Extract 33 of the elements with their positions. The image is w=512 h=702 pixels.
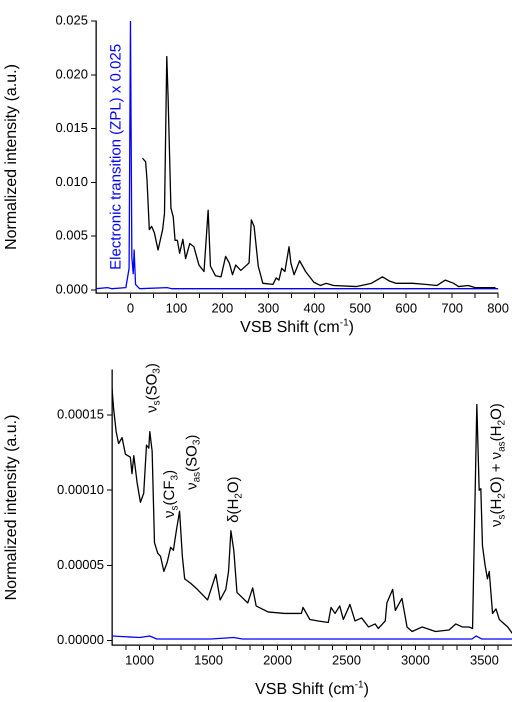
x-tick-label: 2000 [263,652,292,668]
y-axis-title: Normalized intensity (a.u.) [3,64,20,250]
x-tick-label: 200 [212,300,234,316]
y-tick-label: 0.015 [55,120,88,136]
x-tick-label: 3500 [470,652,499,668]
x-tick-label: 700 [441,300,464,316]
y-tick-label: 0.000 [55,281,88,296]
x-tick-label: 1500 [194,652,224,668]
x-tick-label: 600 [395,300,418,316]
x-tick-label: 0 [126,300,134,316]
annotation: νas(SO3) [184,434,203,490]
annotation: νs(SO3) [144,363,163,413]
y-tick-label: 0.00000 [57,632,104,648]
x-tick-label: 1000 [125,652,154,668]
x-tick-label: 3000 [400,652,430,668]
annotation: δ(H2O) [225,476,244,523]
y-tick-label: 0.00005 [57,556,104,572]
y-axis-title: Normalized intensity (a.u.) [3,414,20,600]
y-tick-label: 0.00010 [57,482,104,497]
y-tick-label: 0.020 [55,66,88,82]
y-tick-label: 0.00015 [57,406,104,422]
x-tick-label: 2500 [332,652,361,668]
y-tick-label: 0.010 [55,174,88,189]
y-tick-label: 0.005 [55,228,88,243]
annotation: Electronic transition (ZPL) x 0.025 [108,44,125,270]
y-tick-label: 0.025 [55,12,88,28]
x-tick-label: 800 [487,300,510,316]
text: νs(H2O) + νas(H2O) [488,403,508,528]
x-tick-label: 400 [303,300,326,316]
x-tick-label: 500 [349,300,372,316]
x-tick-label: 300 [258,300,280,316]
annotation: νs(CF3) [161,470,180,518]
x-tick-label: 100 [166,300,188,316]
